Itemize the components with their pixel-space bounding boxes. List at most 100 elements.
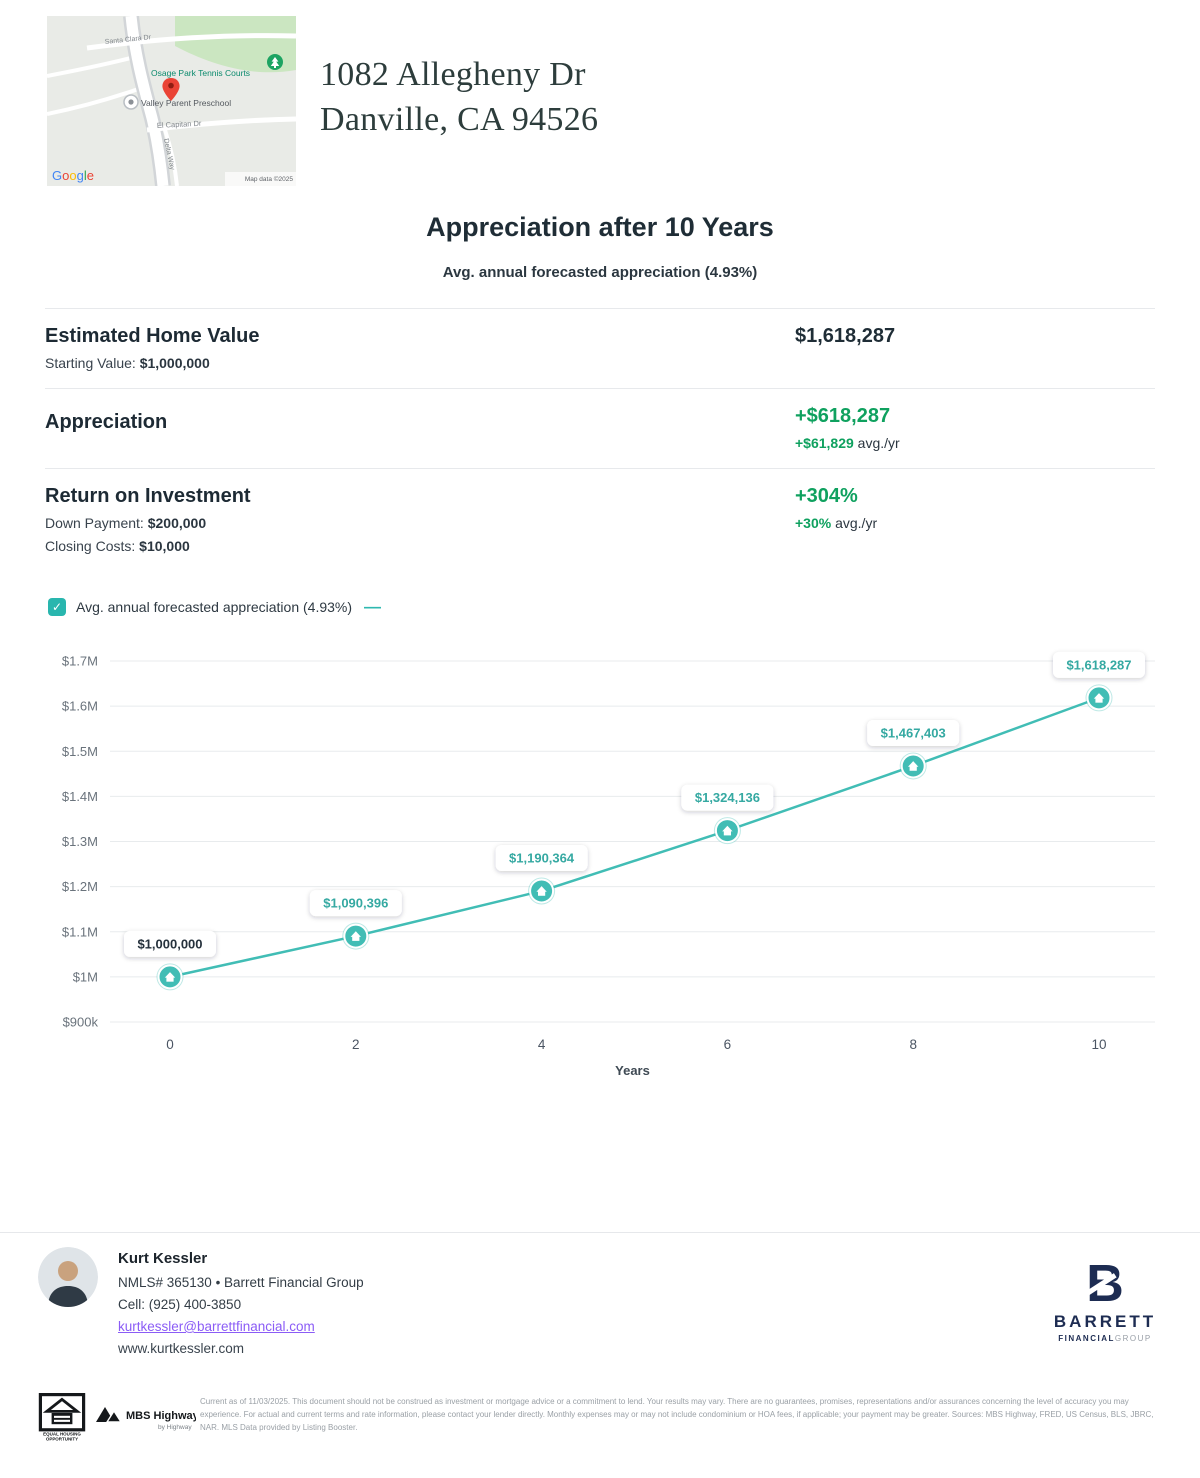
home-value-title: Estimated Home Value <box>45 325 260 347</box>
street-label-el-capitan: El Capitan Dr <box>157 119 203 130</box>
map-pin-icon <box>162 78 180 101</box>
mbs-highway-logo: MBS Highway by Highway <box>96 1402 200 1437</box>
point-label: $1,618,287 <box>1053 651 1145 678</box>
roi-per-year-amount: +30% <box>795 515 832 531</box>
page-title: Appreciation after 10 Years <box>426 212 774 242</box>
y-tick-label: $1.1M <box>62 924 98 939</box>
barrett-logo-b-icon: B <box>1085 1258 1124 1310</box>
x-tick-label: 8 <box>909 1037 917 1052</box>
y-tick-label: $1.3M <box>62 834 98 849</box>
x-tick-label: 10 <box>1091 1037 1106 1052</box>
barrett-logo-name: BARRETT <box>1053 1312 1157 1331</box>
barrett-logo: B BARRETT FINANCIALGROUP <box>1052 1258 1158 1343</box>
closing-costs-label: Closing Costs: <box>45 538 140 554</box>
property-address: 1082 Allegheny Dr Danville, CA 94526 <box>320 52 598 142</box>
x-tick-label: 0 <box>166 1037 174 1052</box>
roi-per-year: +30% avg./yr <box>795 515 1155 531</box>
google-logo: Google <box>52 168 94 183</box>
down-payment-label: Down Payment: <box>45 515 148 531</box>
y-tick-label: $900k <box>63 1015 99 1030</box>
legend-label: Avg. annual forecasted appreciation (4.9… <box>76 599 353 615</box>
house-icon <box>722 825 733 832</box>
x-tick-label: 4 <box>538 1037 546 1052</box>
y-tick-label: $1.2M <box>62 879 98 894</box>
house-icon <box>1093 693 1105 699</box>
y-tick-label: $1.6M <box>62 699 98 714</box>
street-label-santa-clara: Santa Clara Dr <box>104 34 151 46</box>
y-tick-label: $1.5M <box>62 744 98 759</box>
data-point-marker[interactable] <box>156 963 184 991</box>
address-line-1: 1082 Allegheny Dr <box>320 56 586 93</box>
point-label: $1,190,364 <box>495 844 588 871</box>
map-thumbnail: Santa Clara Dr Osage Park Tennis Courts … <box>47 16 296 186</box>
highway <box>125 16 169 186</box>
appreciation-amount: +$618,287 <box>795 405 891 427</box>
stat-row-home-value: Estimated Home Value Starting Value: $1,… <box>45 308 1155 389</box>
svg-text:OPPORTUNITY: OPPORTUNITY <box>46 1437 78 1442</box>
starting-value-line: Starting Value: $1,000,000 <box>45 355 795 371</box>
house-icon <box>350 931 361 937</box>
roi-amount: +304% <box>795 485 858 507</box>
y-tick-label: $1.4M <box>62 789 98 804</box>
park-area <box>175 16 296 73</box>
appreciation-line <box>169 696 1100 979</box>
agent-website-link[interactable]: www.kurtkessler.com <box>118 1341 245 1356</box>
chart-legend: ✓ Avg. annual forecasted appreciation (4… <box>48 597 381 617</box>
map-attribution: Map data ©2025 <box>245 175 294 183</box>
barrett-logo-subtitle: FINANCIALGROUP <box>1058 1334 1152 1343</box>
data-point-marker[interactable] <box>713 817 741 845</box>
svg-text:by Highway: by Highway <box>158 1424 192 1431</box>
point-label: $1,324,136 <box>681 784 774 811</box>
starting-value-amount: $1,000,000 <box>139 355 210 371</box>
data-point-marker[interactable] <box>528 877 556 905</box>
data-point-marker[interactable] <box>899 752 927 780</box>
starting-value-label: Starting Value: <box>45 355 140 371</box>
appreciation-per-year-amount: +$61,829 <box>795 435 854 451</box>
house-icon <box>164 972 176 978</box>
svg-text:EQUAL HOUSING: EQUAL HOUSING <box>43 1431 81 1436</box>
roi-title: Return on Investment <box>45 485 251 507</box>
house-icon <box>908 761 919 767</box>
svg-text:$1,090,396: $1,090,396 <box>323 896 388 911</box>
svg-text:$1,324,136: $1,324,136 <box>695 790 760 805</box>
point-label: $1,000,000 <box>124 930 216 957</box>
poi-label-preschool: Valley Parent Preschool <box>141 98 231 108</box>
data-point-marker[interactable] <box>342 922 370 950</box>
house-icon <box>536 886 547 892</box>
svg-text:$1,000,000: $1,000,000 <box>137 936 202 951</box>
y-tick-label: $1M <box>73 969 98 984</box>
legend-line-swatch: — <box>364 597 382 616</box>
svg-text:$1,190,364: $1,190,364 <box>509 850 575 865</box>
svg-text:MBS Highway: MBS Highway <box>126 1410 196 1422</box>
svg-text:$1,618,287: $1,618,287 <box>1066 657 1131 672</box>
x-axis-title: Years <box>615 1063 650 1078</box>
poi-label-tennis-courts: Osage Park Tennis Courts <box>151 68 250 78</box>
roi-per-year-suffix: avg./yr <box>831 515 878 531</box>
stats-section: Estimated Home Value Starting Value: $1,… <box>45 308 1155 571</box>
closing-costs-line: Closing Costs: $10,000 <box>45 538 795 554</box>
svg-text:$1,467,403: $1,467,403 <box>881 725 946 740</box>
down-payment-amount: $200,000 <box>147 515 207 531</box>
agent-name: Kurt Kessler <box>118 1250 208 1267</box>
appreciation-title: Appreciation <box>45 411 168 433</box>
disclaimer-text: Current as of 11/03/2025. This document … <box>200 1397 1154 1432</box>
page-subtitle: Avg. annual forecasted appreciation (4.9… <box>442 264 758 281</box>
data-point-marker[interactable] <box>1085 684 1113 712</box>
down-payment-line: Down Payment: $200,000 <box>45 515 795 531</box>
x-tick-label: 6 <box>724 1037 732 1052</box>
appreciation-chart[interactable]: $900k $1M $1.1M $1.2M $1.3M $1.4M $1.5M $1.6M $1… <box>22 645 1177 1090</box>
legend-checkbox[interactable]: ✓ <box>48 598 66 616</box>
appreciation-per-year-suffix: avg./yr <box>853 435 900 451</box>
agent-info: Kurt Kessler NMLS# 365130 • Barrett Fina… <box>118 1248 364 1360</box>
footer-divider <box>0 1232 1200 1233</box>
estimated-home-value-amount: $1,618,287 <box>795 325 896 347</box>
road-delta-way <box>163 129 179 186</box>
appreciation-per-year: +$61,829 avg./yr <box>795 435 1155 451</box>
stat-row-appreciation: Appreciation +$618,287 +$61,829 avg./yr <box>45 389 1155 469</box>
agent-email-link[interactable]: kurtkessler@barrettfinancial.com <box>118 1319 315 1334</box>
address-line-2: Danville, CA 94526 <box>320 101 599 138</box>
road-el-capitan <box>146 116 296 133</box>
agent-cell: Cell: (925) 400-3850 <box>118 1297 242 1312</box>
closing-costs-amount: $10,000 <box>139 538 190 554</box>
